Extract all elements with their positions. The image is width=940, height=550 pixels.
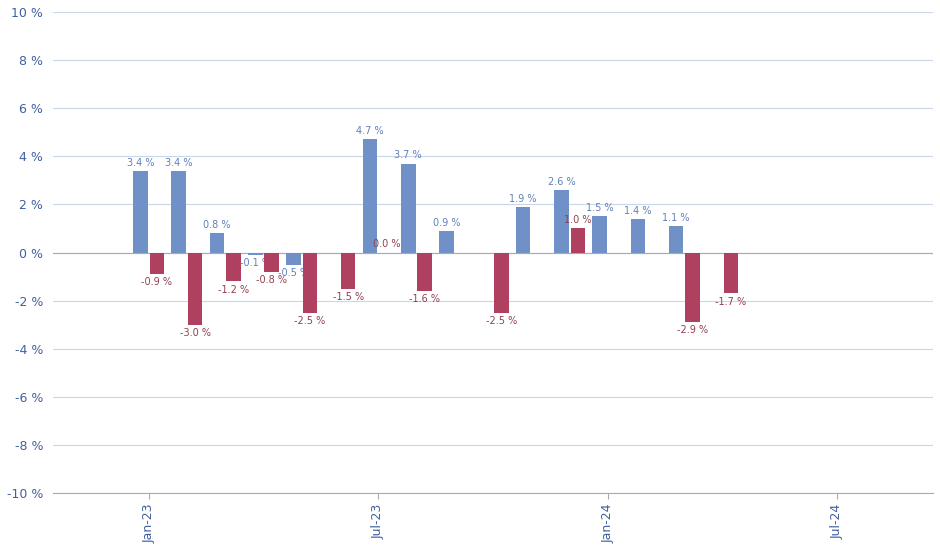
Text: -0.5 %: -0.5 % <box>278 268 309 278</box>
Text: -1.2 %: -1.2 % <box>218 284 249 295</box>
Text: -0.1 %: -0.1 % <box>240 258 271 268</box>
Bar <box>494 252 509 313</box>
Bar <box>303 252 317 313</box>
Bar <box>592 217 607 252</box>
Bar <box>724 252 738 294</box>
Text: 0.9 %: 0.9 % <box>432 218 461 228</box>
Text: -1.6 %: -1.6 % <box>409 294 440 304</box>
Bar <box>341 252 355 289</box>
Bar <box>554 190 569 252</box>
Text: 4.7 %: 4.7 % <box>356 126 384 136</box>
Text: 1.5 %: 1.5 % <box>586 204 614 213</box>
Bar <box>669 226 683 252</box>
Text: 1.4 %: 1.4 % <box>624 206 651 216</box>
Bar <box>631 219 645 252</box>
Bar <box>287 252 301 265</box>
Text: -0.8 %: -0.8 % <box>257 275 288 285</box>
Text: -0.9 %: -0.9 % <box>141 277 172 287</box>
Bar <box>133 170 148 252</box>
Text: 3.4 %: 3.4 % <box>127 158 154 168</box>
Text: 2.6 %: 2.6 % <box>547 177 575 187</box>
Text: -2.5 %: -2.5 % <box>294 316 325 326</box>
Text: -1.5 %: -1.5 % <box>333 292 364 302</box>
Bar <box>188 252 202 324</box>
Bar <box>516 207 530 252</box>
Bar <box>571 228 585 252</box>
Bar <box>363 140 377 252</box>
Bar <box>171 170 186 252</box>
Bar <box>248 252 262 255</box>
Bar <box>264 252 279 272</box>
Bar <box>417 252 432 291</box>
Text: -3.0 %: -3.0 % <box>180 328 211 338</box>
Bar <box>227 252 241 282</box>
Text: 1.1 %: 1.1 % <box>663 213 690 223</box>
Text: 1.9 %: 1.9 % <box>509 194 537 204</box>
Text: 0.0 %: 0.0 % <box>373 239 400 249</box>
Text: 1.0 %: 1.0 % <box>564 216 591 225</box>
Bar <box>210 233 225 252</box>
Text: -2.5 %: -2.5 % <box>486 316 517 326</box>
Bar <box>439 231 454 252</box>
Text: -1.7 %: -1.7 % <box>715 296 746 306</box>
Text: 3.7 %: 3.7 % <box>395 150 422 161</box>
Text: 0.8 %: 0.8 % <box>203 220 230 230</box>
Text: 3.4 %: 3.4 % <box>165 158 193 168</box>
Text: -2.9 %: -2.9 % <box>677 326 708 336</box>
Bar <box>685 252 700 322</box>
Bar <box>149 252 164 274</box>
Bar <box>401 163 415 252</box>
